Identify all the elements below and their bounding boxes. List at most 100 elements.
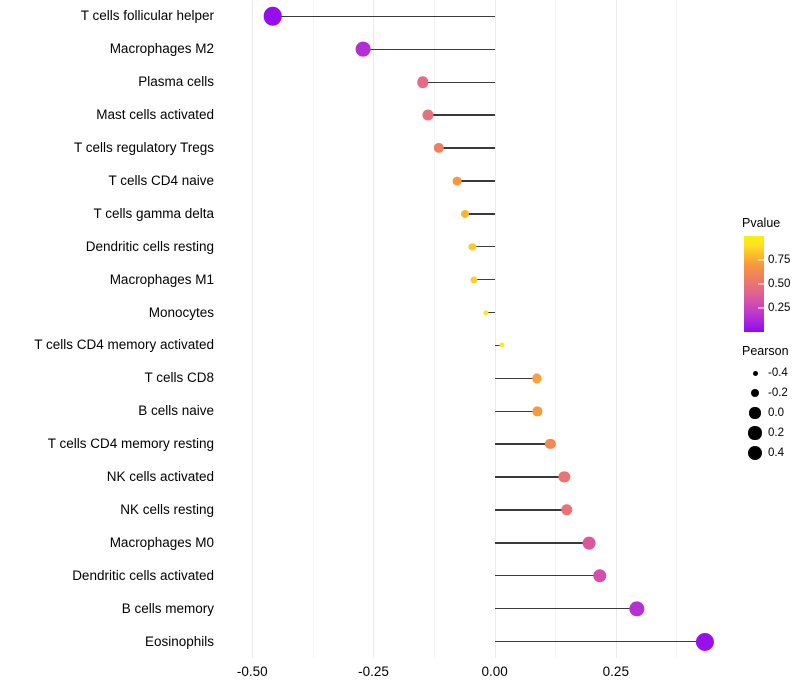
- lollipop-stem: [438, 147, 495, 149]
- lollipop-stem: [494, 476, 565, 478]
- size-legend-dot-box: [742, 370, 768, 376]
- y-axis-tick-label: Plasma cells: [138, 74, 214, 90]
- lollipop-stem: [494, 640, 705, 643]
- pearson-size-rows: -0.4 -0.2 0.0 0.2 0.4: [742, 363, 800, 463]
- lollipop-point[interactable]: [499, 342, 505, 348]
- lollipop-stem: [494, 410, 538, 412]
- lollipop-stem: [422, 81, 495, 83]
- x-axis-tick-label: -0.50: [236, 664, 268, 679]
- y-axis-tick-label: Macrophages M0: [109, 534, 214, 550]
- plot-panel: [222, 0, 737, 658]
- size-legend-row: -0.4: [742, 363, 800, 383]
- size-legend-row: 0.4: [742, 443, 800, 463]
- lollipop-stem: [465, 213, 495, 215]
- lollipop-point[interactable]: [545, 438, 556, 450]
- y-axis-tick-label: Mast cells activated: [96, 107, 214, 123]
- lollipop-point[interactable]: [263, 7, 282, 26]
- colorbar-wrap: 0.25 0.50 0.75: [742, 236, 800, 332]
- lollipop-point[interactable]: [629, 601, 645, 617]
- lollipop-stem: [494, 607, 637, 610]
- y-axis-tick-label: Eosinophils: [144, 633, 214, 649]
- colorbar-tick-mark: [758, 283, 764, 285]
- lollipop-point[interactable]: [582, 536, 596, 550]
- size-legend-row: 0.2: [742, 423, 800, 443]
- gridline-major: [252, 0, 254, 658]
- lollipop-point[interactable]: [470, 276, 478, 284]
- x-axis-tick-label: 0.00: [481, 664, 508, 679]
- y-axis-tick-label: Macrophages M2: [109, 41, 214, 57]
- lollipop-point[interactable]: [355, 41, 371, 57]
- y-axis-tick-label: NK cells activated: [106, 469, 214, 485]
- x-axis: -0.50 -0.25 0.00 0.25: [222, 658, 737, 688]
- y-axis-tick-label: T cells CD8: [144, 370, 214, 386]
- y-axis-tick-label: Macrophages M1: [109, 271, 214, 287]
- gridline-minor: [555, 0, 557, 658]
- gridline-major: [615, 0, 617, 658]
- lollipop-point[interactable]: [468, 243, 476, 251]
- lollipop-point[interactable]: [532, 373, 542, 383]
- lollipop-point[interactable]: [593, 569, 607, 583]
- lollipop-point[interactable]: [695, 632, 714, 651]
- lollipop-point[interactable]: [561, 504, 573, 516]
- y-axis-tick-label: T cells CD4 memory resting: [47, 436, 214, 452]
- size-legend-dot: [748, 426, 762, 440]
- lollipop-stem: [494, 575, 600, 577]
- lollipop-point[interactable]: [417, 76, 429, 88]
- lollipop-stem: [494, 344, 502, 347]
- lollipop-point[interactable]: [483, 309, 489, 316]
- gridline-minor: [676, 0, 678, 658]
- gridline-minor: [312, 0, 314, 658]
- lollipop-stem: [494, 509, 567, 511]
- x-axis-tick-label: 0.25: [602, 664, 629, 679]
- lollipop-stem: [494, 542, 590, 544]
- colorbar-tick-label: 0.25: [768, 302, 791, 314]
- size-legend-dot-box: [742, 388, 768, 398]
- size-legend-row: -0.2: [742, 383, 800, 403]
- y-axis-tick-label: T cells CD4 naive: [108, 172, 214, 188]
- lollipop-point[interactable]: [461, 209, 470, 218]
- y-axis-tick-label: Dendritic cells resting: [85, 238, 214, 254]
- colorbar-tick-mark: [758, 307, 764, 309]
- x-axis-tick-label: -0.25: [358, 664, 389, 679]
- size-legend-dot-box: [742, 407, 768, 419]
- y-axis-tick-label: B cells naive: [138, 403, 214, 419]
- lollipop-point[interactable]: [452, 176, 462, 186]
- size-legend-label: 0.0: [768, 407, 784, 419]
- y-axis-tick-label: T cells follicular helper: [80, 8, 214, 24]
- y-axis-tick-label: Dendritic cells activated: [72, 567, 214, 583]
- lollipop-point[interactable]: [558, 471, 571, 483]
- y-axis-labels: T cells follicular helper Macrophages M2 P…: [0, 0, 222, 660]
- lollipop-stem: [272, 15, 495, 18]
- size-legend-dot-box: [742, 445, 768, 461]
- lollipop-stem: [494, 377, 537, 380]
- y-axis-tick-label: Monocytes: [148, 304, 214, 320]
- lollipop-point[interactable]: [532, 406, 542, 416]
- lollipop-point[interactable]: [433, 142, 445, 154]
- y-axis-tick-label: T cells CD4 memory activated: [34, 337, 214, 353]
- size-legend-row: 0.0: [742, 403, 800, 423]
- size-legend-label: -0.2: [768, 387, 788, 399]
- lollipop-stem: [472, 246, 495, 248]
- legend-pvalue: Pvalue 0.25 0.50 0.75: [742, 216, 800, 332]
- size-legend-dot: [747, 445, 763, 461]
- y-axis-tick-label: T cells gamma delta: [93, 205, 214, 221]
- gridline-minor: [434, 0, 436, 658]
- size-legend-label: 0.4: [768, 447, 784, 459]
- lollipop-point[interactable]: [422, 109, 434, 121]
- size-legend-dot-box: [742, 426, 768, 440]
- colorbar-tick-label: 0.75: [768, 254, 791, 266]
- lollipop-stem: [494, 443, 551, 445]
- lollipop-stem: [485, 311, 495, 314]
- gridline-major: [373, 0, 375, 658]
- y-axis-tick-label: B cells memory: [121, 600, 214, 616]
- lollipop-stem: [456, 180, 495, 182]
- colorbar-tick-label: 0.50: [768, 278, 791, 290]
- legend-pearson-title: Pearson: [742, 344, 789, 358]
- colorbar-tick-mark: [758, 259, 764, 261]
- lollipop-stem: [428, 114, 495, 116]
- size-legend-dot: [750, 388, 760, 398]
- y-axis-tick-label: T cells regulatory Tregs: [73, 140, 214, 156]
- size-legend-label: -0.4: [768, 367, 788, 379]
- size-legend-dot: [749, 407, 761, 419]
